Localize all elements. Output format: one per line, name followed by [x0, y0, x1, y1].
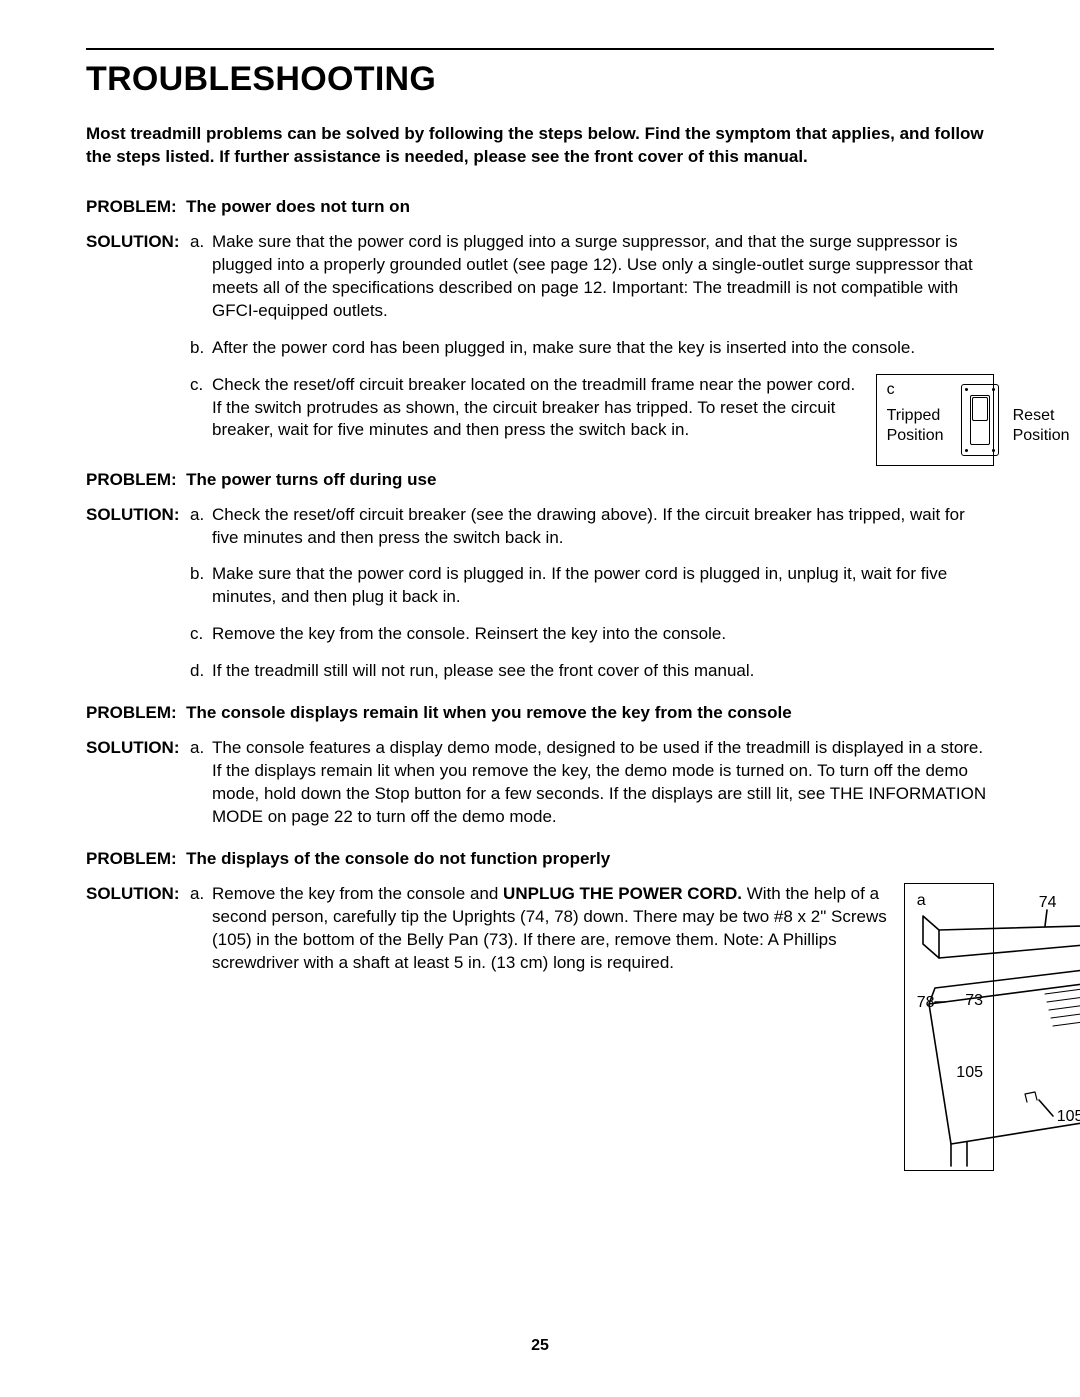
solution-2c-row: c. Remove the key from the console. Rein…: [190, 623, 994, 646]
solution-2c-text: Remove the key from the console. Reinser…: [212, 623, 994, 646]
item-letter: b.: [190, 337, 212, 360]
problem-2-heading: PROBLEM: The power turns off during use: [86, 470, 994, 490]
treadmill-base-icon: [905, 884, 1080, 1172]
problem-label: PROBLEM:: [86, 849, 177, 868]
solution-4a-text: Remove the key from the console and UNPL…: [212, 883, 890, 975]
item-letter: a.: [190, 231, 212, 254]
solution-1a-row: SOLUTION: a. Make sure that the power co…: [86, 231, 994, 323]
solution-4a-bold: UNPLUG THE POWER CORD.: [503, 884, 742, 903]
top-rule: [86, 48, 994, 50]
figure-c-reset: Reset: [1013, 407, 1055, 425]
solution-2a-row: SOLUTION: a. Check the reset/off circuit…: [86, 504, 994, 550]
problem-1-heading: PROBLEM: The power does not turn on: [86, 197, 994, 217]
figure-c-box: c Tripped Position Reset Position: [876, 374, 994, 466]
page-title: TROUBLESHOOTING: [86, 60, 994, 99]
solution-1a-text: Make sure that the power cord is plugged…: [212, 231, 994, 323]
page: TROUBLESHOOTING Most treadmill problems …: [0, 0, 1080, 1397]
solution-3a-row: SOLUTION: a. The console features a disp…: [86, 737, 994, 829]
item-letter: d.: [190, 660, 212, 683]
solution-label: SOLUTION:: [86, 231, 190, 254]
item-letter: a.: [190, 504, 212, 527]
solution-label: SOLUTION:: [86, 737, 190, 760]
problem-1-title: The power does not turn on: [186, 197, 410, 216]
figure-c-tripped: Tripped: [887, 407, 941, 425]
solution-2b-row: b. Make sure that the power cord is plug…: [190, 563, 994, 609]
figure-a-box: a 74 78 73 105 105: [904, 883, 994, 1171]
item-letter: b.: [190, 563, 212, 586]
problem-3-heading: PROBLEM: The console displays remain lit…: [86, 703, 994, 723]
problem-label: PROBLEM:: [86, 703, 177, 722]
solution-1b-row: b. After the power cord has been plugged…: [190, 337, 994, 360]
solution-2a-text: Check the reset/off circuit breaker (see…: [212, 504, 994, 550]
problem-label: PROBLEM:: [86, 470, 177, 489]
item-letter: a.: [190, 737, 212, 760]
solution-label: SOLUTION:: [86, 504, 190, 527]
intro-text: Most treadmill problems can be solved by…: [86, 123, 994, 169]
problem-3-title: The console displays remain lit when you…: [186, 703, 792, 722]
solution-1c-text: Check the reset/off circuit breaker loca…: [212, 374, 862, 443]
problem-4-heading: PROBLEM: The displays of the console do …: [86, 849, 994, 869]
solution-3a-text: The console features a display demo mode…: [212, 737, 994, 829]
page-number: 25: [0, 1337, 1080, 1355]
item-letter: c.: [190, 374, 212, 397]
solution-4a-split: SOLUTION: a. Remove the key from the con…: [86, 883, 994, 1171]
solution-1b-text: After the power cord has been plugged in…: [212, 337, 994, 360]
problem-label: PROBLEM:: [86, 197, 177, 216]
problem-4-title: The displays of the console do not funct…: [186, 849, 610, 868]
figure-c-position2: Position: [1013, 427, 1070, 445]
solution-label: SOLUTION:: [86, 883, 190, 906]
figure-c-position1: Position: [887, 427, 944, 445]
item-letter: a.: [190, 883, 212, 906]
solution-2b-text: Make sure that the power cord is plugged…: [212, 563, 994, 609]
solution-4a-row: SOLUTION: a. Remove the key from the con…: [86, 883, 890, 975]
solution-4a-pre: Remove the key from the console and: [212, 884, 503, 903]
problem-2-title: The power turns off during use: [186, 470, 436, 489]
solution-1c-row: c. Check the reset/off circuit breaker l…: [190, 374, 862, 443]
solution-1c-split: c. Check the reset/off circuit breaker l…: [86, 374, 994, 466]
item-letter: c.: [190, 623, 212, 646]
solution-2d-text: If the treadmill still will not run, ple…: [212, 660, 994, 683]
switch-tripped-icon: [961, 384, 999, 456]
figure-c-tag: c: [887, 381, 895, 399]
solution-2d-row: d. If the treadmill still will not run, …: [190, 660, 994, 683]
